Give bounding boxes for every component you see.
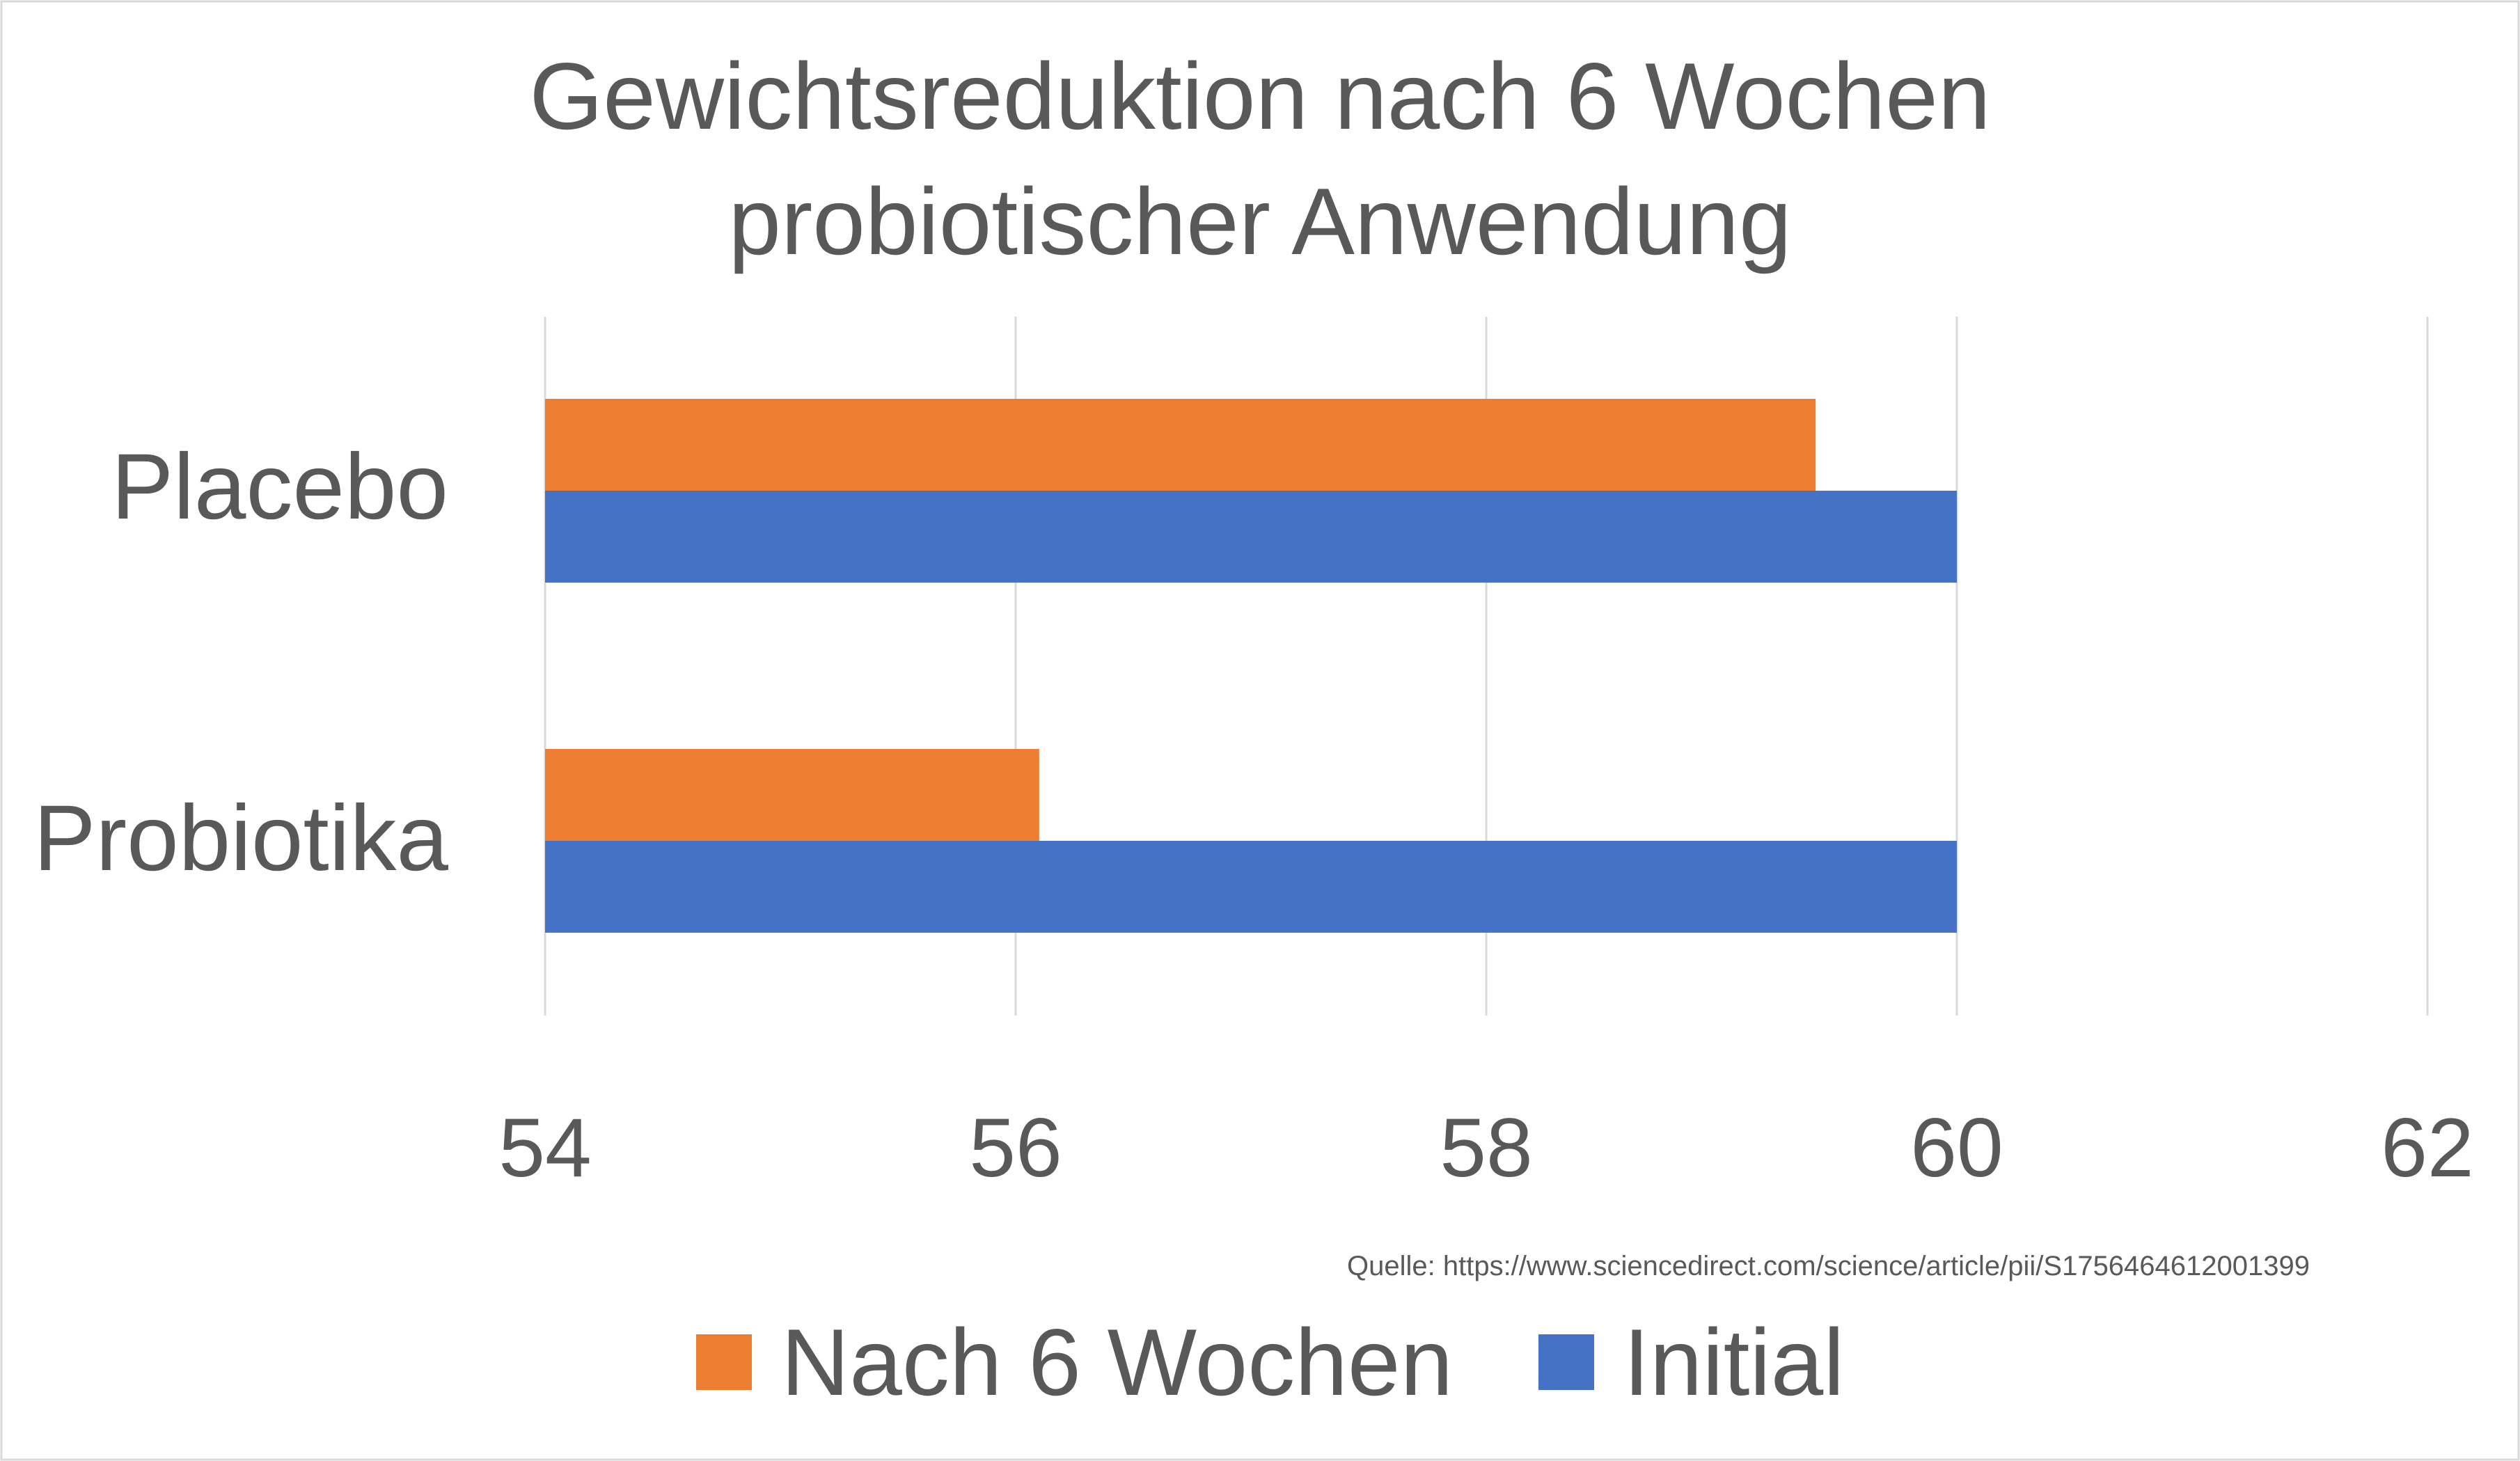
legend-swatch-nach-6-wochen xyxy=(696,1334,752,1390)
x-tick-label-56: 56 xyxy=(969,1101,1062,1194)
bar-placebo-initial xyxy=(545,491,1957,583)
category-label-placebo: Placebo xyxy=(111,435,448,539)
chart-title-line-1: Gewichtsreduktion nach 6 Wochen xyxy=(529,43,1990,149)
category-label-probiotika: Probiotika xyxy=(33,787,448,890)
x-tick-labels: 54 56 58 60 62 xyxy=(498,1101,2473,1194)
legend-label-initial: Initial xyxy=(1623,1309,1845,1415)
bars xyxy=(545,399,1957,933)
legend: Nach 6 Wochen Initial xyxy=(696,1309,1845,1415)
x-tick-label-60: 60 xyxy=(1910,1101,2003,1194)
bar-probiotika-initial xyxy=(545,841,1957,933)
bar-placebo-nach-6-wochen xyxy=(545,399,1816,491)
x-tick-label-62: 62 xyxy=(2381,1101,2473,1194)
chart-title-line-2: probiotischer Anwendung xyxy=(728,168,1791,274)
bar-probiotika-nach-6-wochen xyxy=(545,749,1039,841)
source-note: Quelle: https://www.sciencedirect.com/sc… xyxy=(1347,1251,2310,1281)
legend-swatch-initial xyxy=(1538,1334,1594,1390)
legend-label-nach-6-wochen: Nach 6 Wochen xyxy=(781,1309,1453,1415)
x-tick-label-58: 58 xyxy=(1440,1101,1532,1194)
x-tick-label-54: 54 xyxy=(498,1101,591,1194)
